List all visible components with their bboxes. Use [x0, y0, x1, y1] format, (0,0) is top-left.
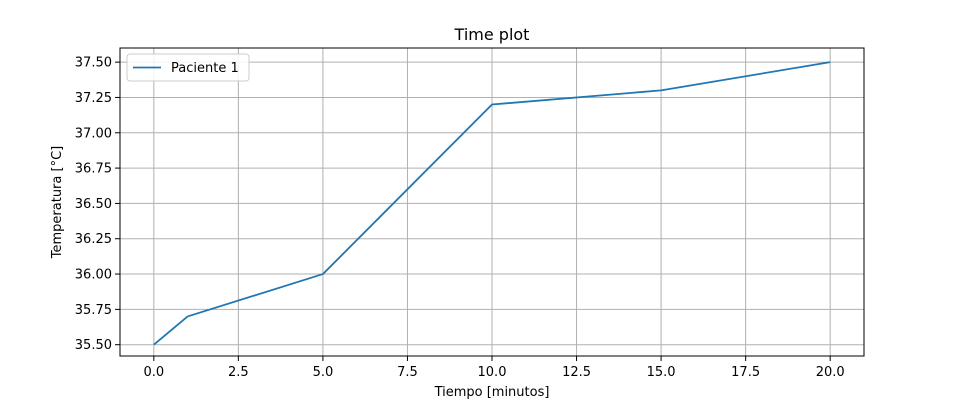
y-tick-label: 37.00: [75, 126, 112, 141]
x-tick-label: 5.0: [313, 365, 334, 380]
x-axis-ticks: 0.0 2.5 5.0 7.5 10.0 12.5 15.0 17.5 20.0: [143, 356, 845, 380]
x-tick-label: 0.0: [143, 365, 164, 380]
x-tick-label: 17.5: [731, 365, 760, 380]
x-tick-label: 10.0: [478, 365, 507, 380]
grid: [120, 48, 864, 356]
legend-box: [126, 53, 250, 82]
legend-entry: Paciente 1: [171, 61, 239, 76]
y-tick-label: 35.75: [75, 303, 112, 318]
y-tick-label: 35.50: [75, 338, 112, 353]
x-tick-label: 15.0: [647, 365, 676, 380]
y-tick-label: 37.25: [75, 91, 112, 106]
y-axis-label: Temperatura [°C]: [50, 146, 65, 259]
y-tick-label: 36.75: [75, 162, 112, 177]
y-tick-label: 37.50: [75, 56, 112, 71]
x-tick-label: 20.0: [816, 365, 845, 380]
y-tick-label: 36.25: [75, 232, 112, 247]
y-axis-ticks: 35.50 35.75 36.00 36.25 36.50 36.75 37.00 37.25…: [75, 56, 120, 353]
x-axis-label: Tiempo [minutos]: [434, 385, 550, 400]
chart-title: Time plot: [454, 25, 530, 44]
series-layer: [153, 61, 831, 346]
series-line-0: [153, 61, 831, 346]
legend: Paciente 1: [126, 53, 250, 82]
x-tick-label: 12.5: [562, 365, 591, 380]
x-tick-label: 7.5: [397, 365, 418, 380]
y-tick-label: 36.50: [75, 197, 112, 212]
x-tick-label: 2.5: [228, 365, 249, 380]
y-tick-label: 36.00: [75, 268, 112, 283]
